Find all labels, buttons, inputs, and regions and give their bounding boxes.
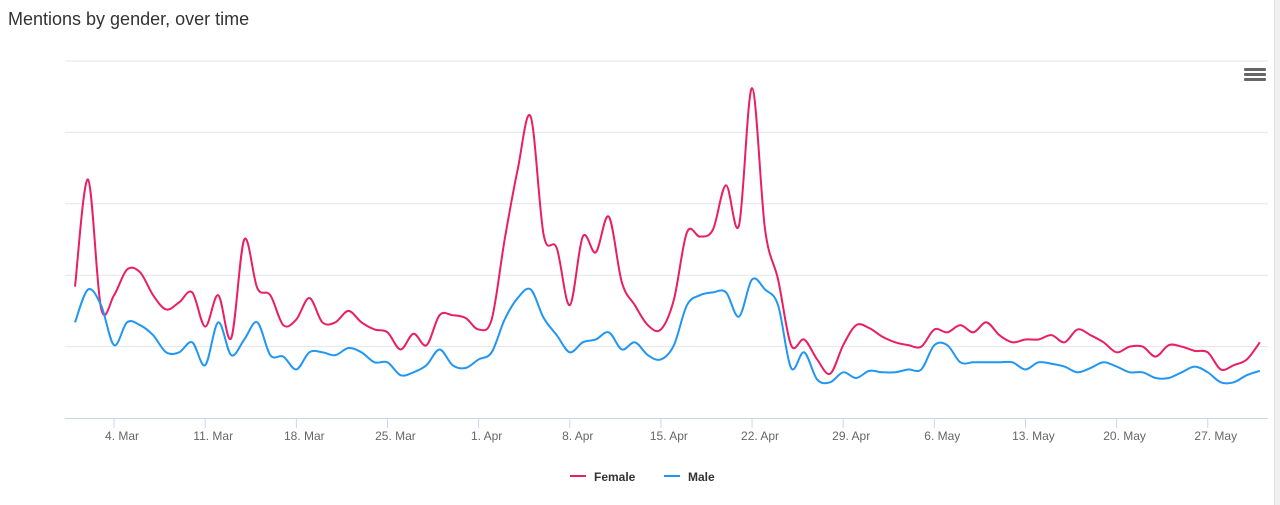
x-tick-label: 4. Mar: [105, 429, 139, 443]
gridlines: [65, 60, 1268, 348]
scrollbar[interactable]: [1274, 0, 1280, 505]
x-tick-label: 22. Apr: [741, 429, 779, 443]
x-tick-label: 18. Mar: [284, 429, 325, 443]
series-line-male: [74, 277, 1261, 385]
chart-title: Mentions by gender, over time: [8, 9, 250, 29]
x-tick-label: 20. May: [1103, 429, 1146, 443]
x-axis: 4. Mar 11. Mar 18. Mar 25. Mar 1. Apr 8. Apr 1…: [65, 418, 1268, 443]
legend: Female Male: [570, 470, 715, 484]
x-tick-label: 1. Apr: [471, 429, 502, 443]
legend-label: Male: [688, 470, 715, 484]
x-tick-label: 29. Apr: [832, 429, 870, 443]
legend-item-male[interactable]: Male: [664, 470, 715, 484]
hamburger-menu-icon[interactable]: [1244, 66, 1266, 84]
x-tick-label: 11. Mar: [193, 429, 233, 443]
x-tick-label: 25. Mar: [375, 429, 416, 443]
legend-item-female[interactable]: Female: [570, 470, 636, 484]
series-line-female: [74, 87, 1261, 376]
x-tick-label: 8. Apr: [562, 429, 593, 443]
legend-label: Female: [594, 470, 636, 484]
x-tick-label: 13. May: [1012, 429, 1055, 443]
x-tick-label: 15. Apr: [650, 429, 688, 443]
x-tick-label: 6. May: [924, 429, 960, 443]
series-lines: [74, 87, 1261, 385]
x-tick-label: 27. May: [1194, 429, 1237, 443]
